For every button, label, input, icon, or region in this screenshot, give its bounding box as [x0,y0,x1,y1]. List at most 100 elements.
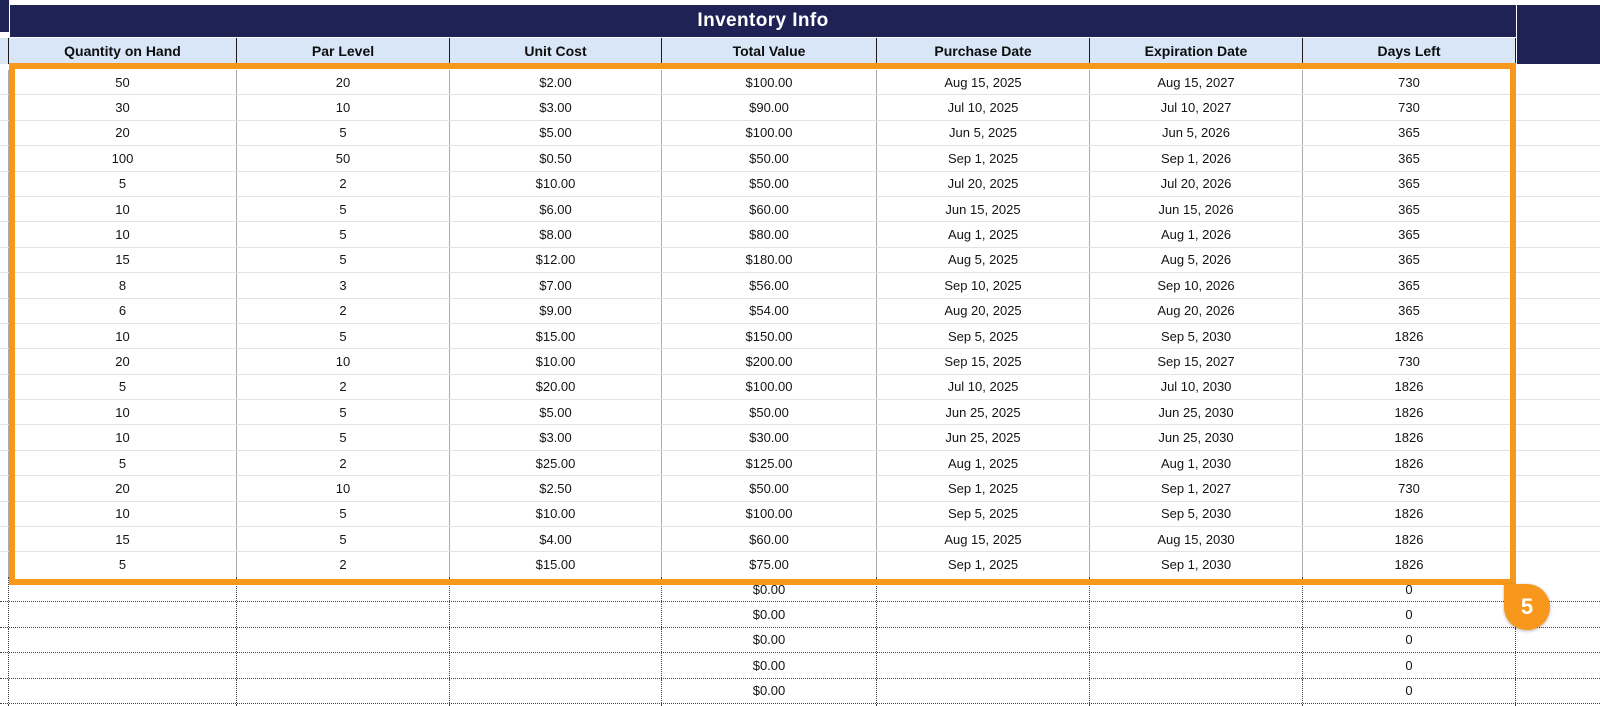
cell-days-left[interactable]: 730 [1303,349,1516,374]
cell-quantity-on-hand[interactable]: 10 [9,501,237,527]
cell-par-level[interactable]: 5 [237,400,450,425]
cell-par-level[interactable]: 5 [237,323,450,349]
cell-outside-table[interactable] [1516,196,1600,222]
cell-outside-table[interactable] [1516,247,1600,273]
cell-expiration-date[interactable] [1090,627,1303,653]
cell-expiration-date[interactable]: Sep 1, 2027 [1090,476,1303,501]
cell-purchase-date[interactable] [877,653,1090,678]
cell-purchase-date[interactable]: Aug 5, 2025 [877,247,1090,273]
cell-days-left[interactable]: 0 [1303,627,1516,653]
cell-quantity-on-hand[interactable]: 5 [9,450,237,476]
cell-days-left[interactable]: 1826 [1303,400,1516,425]
cell-total-value[interactable]: $0.00 [662,678,877,703]
cell-unit-cost[interactable] [450,678,662,703]
cell-expiration-date[interactable]: Sep 5, 2030 [1090,501,1303,527]
row-stub-cell[interactable] [0,273,9,298]
cell-days-left[interactable]: 365 [1303,196,1516,222]
cell-purchase-date[interactable]: Aug 15, 2025 [877,527,1090,552]
cell-outside-table[interactable] [1516,298,1600,323]
cell-expiration-date[interactable] [1090,653,1303,678]
corner-cell[interactable] [1517,5,1600,64]
column-header-days-left[interactable]: Days Left [1303,38,1516,64]
cell-unit-cost[interactable]: $10.00 [450,349,662,374]
cell-days-left[interactable]: 365 [1303,298,1516,323]
cell-par-level[interactable]: 3 [237,273,450,298]
column-header-total-value[interactable]: Total Value [662,38,877,64]
cell-expiration-date[interactable]: Jul 20, 2026 [1090,171,1303,196]
cell-quantity-on-hand[interactable]: 20 [9,120,237,146]
row-stub-cell[interactable] [0,247,9,273]
cell-purchase-date[interactable]: Sep 1, 2025 [877,146,1090,171]
cell-quantity-on-hand[interactable]: 10 [9,222,237,247]
cell-quantity-on-hand[interactable]: 8 [9,273,237,298]
row-stub-cell[interactable] [0,222,9,247]
row-stub-cell[interactable] [0,146,9,171]
cell-purchase-date[interactable]: Sep 1, 2025 [877,476,1090,501]
cell-total-value[interactable]: $100.00 [662,120,877,146]
cell-purchase-date[interactable]: Jun 25, 2025 [877,400,1090,425]
cell-purchase-date[interactable]: Jun 15, 2025 [877,196,1090,222]
cell-quantity-on-hand[interactable]: 5 [9,374,237,400]
cell-days-left[interactable]: 1826 [1303,450,1516,476]
title-row-stub-cell[interactable] [0,0,9,32]
cell-days-left[interactable]: 365 [1303,171,1516,196]
cell-outside-table[interactable] [1516,627,1600,653]
cell-unit-cost[interactable]: $20.00 [450,374,662,400]
column-header-quantity-on-hand[interactable]: Quantity on Hand [9,38,237,64]
cell-purchase-date[interactable]: Aug 20, 2025 [877,298,1090,323]
cell-unit-cost[interactable]: $2.00 [450,70,662,95]
cell-total-value[interactable]: $150.00 [662,323,877,349]
cell-total-value[interactable]: $90.00 [662,95,877,120]
cell-total-value[interactable]: $50.00 [662,400,877,425]
cell-unit-cost[interactable] [450,703,662,706]
cell-expiration-date[interactable]: Jul 10, 2030 [1090,374,1303,400]
cell-quantity-on-hand[interactable] [9,602,237,627]
cell-expiration-date[interactable]: Sep 10, 2026 [1090,273,1303,298]
row-stub-cell[interactable] [0,653,9,678]
cell-expiration-date[interactable]: Sep 1, 2026 [1090,146,1303,171]
cell-purchase-date[interactable] [877,602,1090,627]
cell-outside-table[interactable] [1516,703,1600,706]
cell-par-level[interactable]: 10 [237,476,450,501]
cell-days-left[interactable]: 365 [1303,120,1516,146]
row-stub-cell[interactable] [0,577,9,602]
cell-total-value[interactable]: $0.00 [662,703,877,706]
cell-par-level[interactable]: 5 [237,425,450,450]
cell-expiration-date[interactable]: Aug 1, 2030 [1090,450,1303,476]
cell-outside-table[interactable] [1516,450,1600,476]
cell-par-level[interactable]: 2 [237,298,450,323]
cell-expiration-date[interactable]: Aug 5, 2026 [1090,247,1303,273]
cell-total-value[interactable]: $54.00 [662,298,877,323]
cell-unit-cost[interactable]: $10.00 [450,171,662,196]
cell-quantity-on-hand[interactable]: 50 [9,70,237,95]
cell-purchase-date[interactable]: Sep 5, 2025 [877,501,1090,527]
cell-days-left[interactable]: 1826 [1303,374,1516,400]
cell-total-value[interactable]: $0.00 [662,653,877,678]
cell-outside-table[interactable] [1516,400,1600,425]
cell-unit-cost[interactable]: $15.00 [450,323,662,349]
cell-total-value[interactable]: $100.00 [662,501,877,527]
cell-purchase-date[interactable]: Aug 1, 2025 [877,222,1090,247]
cell-outside-table[interactable] [1516,653,1600,678]
cell-unit-cost[interactable]: $0.50 [450,146,662,171]
cell-total-value[interactable]: $100.00 [662,70,877,95]
cell-unit-cost[interactable]: $10.00 [450,501,662,527]
row-stub-cell[interactable] [0,501,9,527]
cell-outside-table[interactable] [1516,171,1600,196]
cell-total-value[interactable]: $100.00 [662,374,877,400]
cell-quantity-on-hand[interactable]: 10 [9,425,237,450]
cell-outside-table[interactable] [1516,273,1600,298]
cell-unit-cost[interactable] [450,653,662,678]
cell-par-level[interactable]: 10 [237,95,450,120]
cell-quantity-on-hand[interactable]: 10 [9,323,237,349]
cell-unit-cost[interactable]: $5.00 [450,400,662,425]
cell-outside-table[interactable] [1516,120,1600,146]
cell-days-left[interactable]: 0 [1303,653,1516,678]
cell-unit-cost[interactable]: $4.00 [450,527,662,552]
cell-outside-table[interactable] [1516,552,1600,577]
row-stub-cell[interactable] [0,678,9,703]
cell-days-left[interactable]: 730 [1303,95,1516,120]
cell-quantity-on-hand[interactable] [9,627,237,653]
cell-par-level[interactable] [237,627,450,653]
cell-par-level[interactable]: 2 [237,552,450,577]
